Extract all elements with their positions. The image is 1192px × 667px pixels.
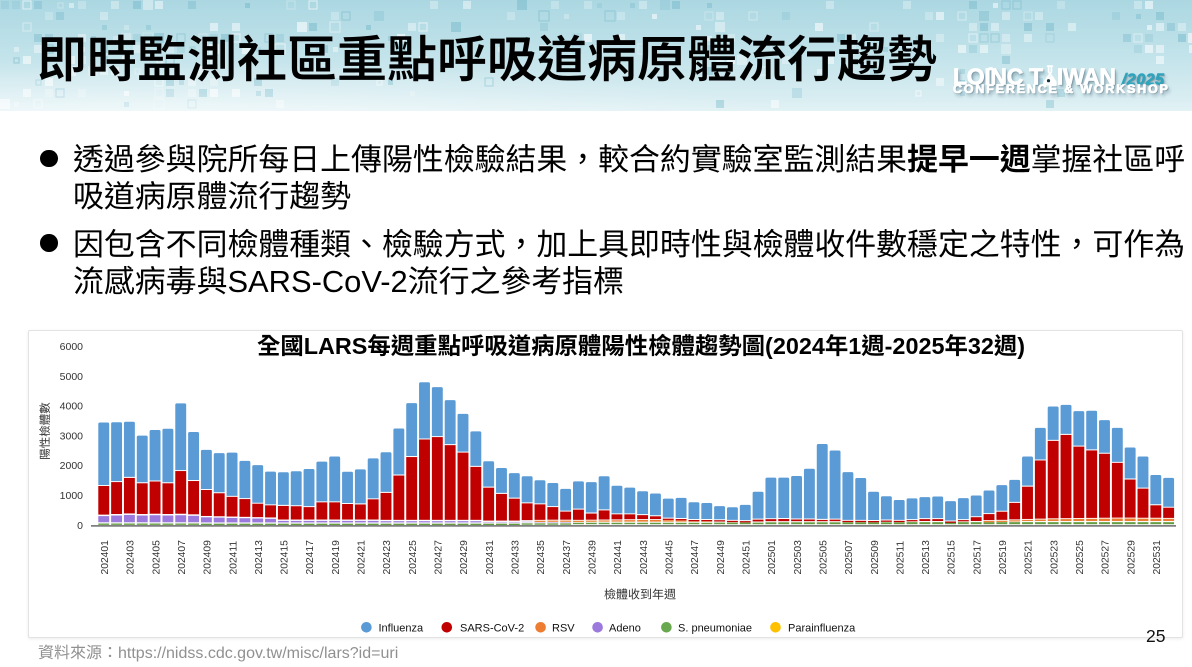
svg-text:S. pneumoniae: S. pneumoniae xyxy=(678,622,752,634)
svg-text:3000: 3000 xyxy=(60,430,84,442)
svg-text:202505: 202505 xyxy=(818,540,829,575)
svg-text:202401: 202401 xyxy=(100,540,111,575)
svg-text:202515: 202515 xyxy=(947,540,958,575)
svg-text:0: 0 xyxy=(77,520,83,532)
svg-text:202511: 202511 xyxy=(895,541,906,575)
svg-text:4000: 4000 xyxy=(60,401,84,413)
svg-text:202419: 202419 xyxy=(331,540,342,575)
svg-text:Influenza: Influenza xyxy=(379,622,425,634)
svg-text:202521: 202521 xyxy=(1024,540,1035,575)
svg-text:202441: 202441 xyxy=(613,540,624,575)
svg-text:202525: 202525 xyxy=(1075,540,1086,575)
svg-text:202445: 202445 xyxy=(664,540,675,575)
svg-text:202443: 202443 xyxy=(639,540,650,575)
svg-text:202529: 202529 xyxy=(1126,540,1137,575)
svg-text:202503: 202503 xyxy=(793,540,804,575)
svg-text:202527: 202527 xyxy=(1101,540,1112,575)
svg-text:202509: 202509 xyxy=(870,540,881,575)
svg-text:202427: 202427 xyxy=(434,540,445,575)
svg-text:202449: 202449 xyxy=(716,540,727,575)
svg-text:Adeno: Adeno xyxy=(609,622,641,634)
svg-text:202405: 202405 xyxy=(151,540,162,575)
svg-text:202435: 202435 xyxy=(536,540,547,575)
svg-text:1000: 1000 xyxy=(60,490,84,502)
svg-text:202413: 202413 xyxy=(254,540,265,575)
svg-text:202447: 202447 xyxy=(690,540,701,575)
svg-text:202451: 202451 xyxy=(741,540,752,575)
svg-text:檢體收到年週: 檢體收到年週 xyxy=(604,586,676,603)
svg-text:202531: 202531 xyxy=(1152,540,1163,575)
svg-text:202507: 202507 xyxy=(844,540,855,575)
svg-text:5000: 5000 xyxy=(60,371,84,383)
svg-text:陽性檢體數: 陽性檢體數 xyxy=(37,402,53,460)
svg-text:202409: 202409 xyxy=(203,540,214,575)
svg-text:202423: 202423 xyxy=(382,540,393,575)
svg-text:202415: 202415 xyxy=(280,540,291,575)
svg-text:202429: 202429 xyxy=(459,540,470,575)
svg-text:202437: 202437 xyxy=(562,540,573,575)
svg-text:2000: 2000 xyxy=(60,460,84,472)
svg-text:202411: 202411 xyxy=(228,541,239,575)
svg-text:Parainfluenza: Parainfluenza xyxy=(788,622,856,634)
svg-text:202513: 202513 xyxy=(921,540,932,575)
svg-text:202431: 202431 xyxy=(485,540,496,575)
svg-text:202403: 202403 xyxy=(126,540,137,575)
svg-text:RSV: RSV xyxy=(552,622,575,634)
svg-text:202519: 202519 xyxy=(998,540,1009,575)
svg-text:202517: 202517 xyxy=(972,540,983,575)
svg-text:202417: 202417 xyxy=(305,540,316,575)
svg-text:202433: 202433 xyxy=(511,540,522,575)
svg-text:202425: 202425 xyxy=(408,540,419,575)
svg-text:202421: 202421 xyxy=(357,540,368,575)
svg-text:202439: 202439 xyxy=(587,540,598,575)
svg-text:202407: 202407 xyxy=(177,540,188,575)
svg-text:202523: 202523 xyxy=(1049,540,1060,575)
svg-text:6000: 6000 xyxy=(60,341,84,353)
svg-text:SARS-CoV-2: SARS-CoV-2 xyxy=(460,622,524,634)
svg-text:全國LARS每週重點呼吸道病原體陽性檢體趨勢圖(2024年1: 全國LARS每週重點呼吸道病原體陽性檢體趨勢圖(2024年1週-2025年32週… xyxy=(257,331,1025,361)
svg-text:202501: 202501 xyxy=(767,540,778,575)
